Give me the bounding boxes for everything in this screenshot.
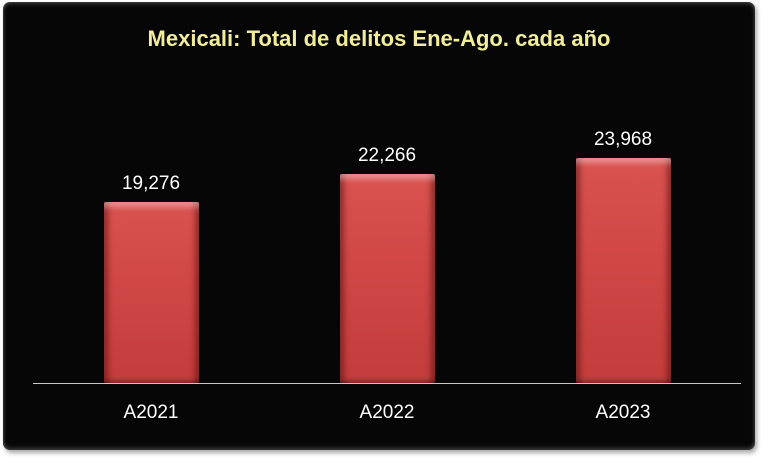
category-labels-row: A2021 A2022 A2023 [33,396,741,424]
bar-value-label-a2023: 23,968 [593,129,653,150]
bar-a2021 [103,202,199,383]
chart-frame: Mexicali: Total de delitos Ene-Ago. cada… [3,2,755,450]
bar-group-a2021: 19,276 [33,173,269,383]
x-tick-label-a2021: A2021 [123,402,179,423]
x-axis-line [33,383,741,384]
bars-row: 19,276 22,266 23,968 [33,2,741,383]
plot-area: 19,276 22,266 23,968 A2021 A2022 A2023 [33,2,741,450]
x-tick-label-a2023: A2023 [595,402,651,423]
chart-title: Mexicali: Total de delitos Ene-Ago. cada… [147,26,611,51]
bar-a2022 [339,174,435,383]
bar-group-a2022: 22,266 [269,145,505,383]
bar-value-label-a2021: 19,276 [121,173,181,194]
x-tick-label-a2022: A2022 [359,402,415,423]
bar-group-a2023: 23,968 [505,129,741,383]
bar-value-label-a2022: 22,266 [357,145,417,166]
bar-a2023 [575,158,671,383]
